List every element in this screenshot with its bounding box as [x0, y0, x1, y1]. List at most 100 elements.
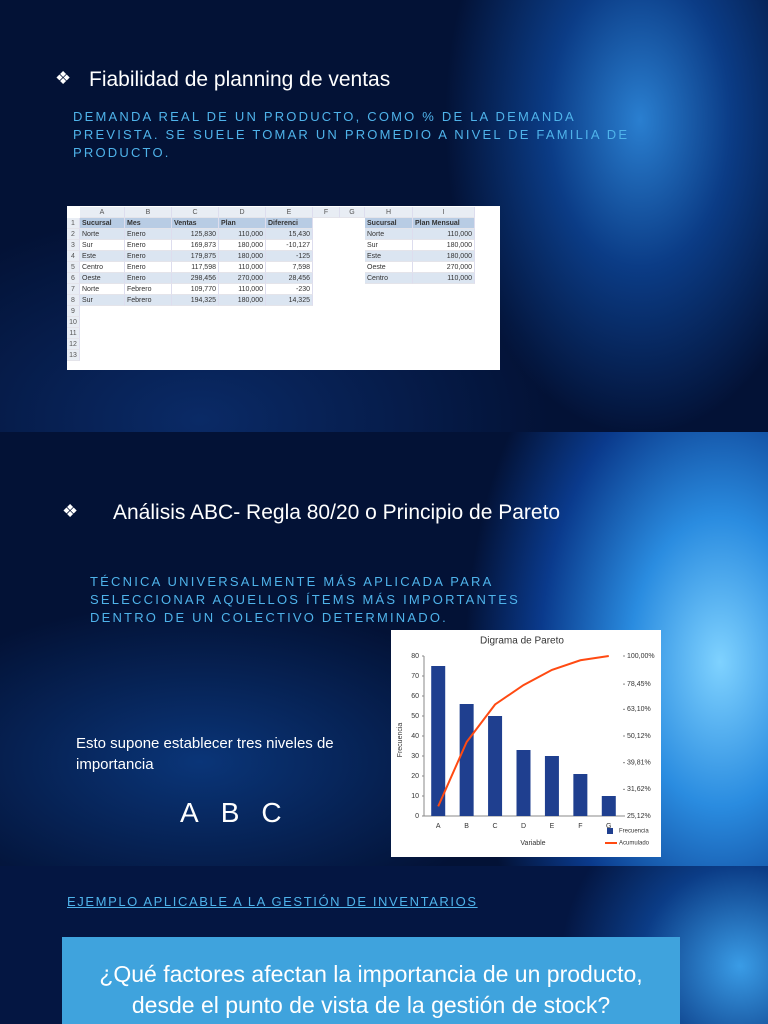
row-number: 10	[67, 317, 80, 328]
y-tick-label: 50	[411, 713, 419, 720]
cell: 15,430	[266, 229, 313, 240]
cell: Este	[80, 251, 125, 262]
cell: Plan	[219, 218, 266, 229]
x-axis-label: Variable	[520, 840, 545, 847]
level-letter: B	[220, 797, 240, 828]
cell: 7,598	[266, 262, 313, 273]
cell: Sucursal	[80, 218, 125, 229]
cell: 180,000	[413, 240, 475, 251]
cell: 110,000	[219, 284, 266, 295]
cell: Norte	[80, 229, 125, 240]
bar	[516, 750, 531, 816]
bar	[431, 666, 446, 816]
y2-tick-label: 63,10%	[627, 706, 651, 713]
bar	[601, 796, 616, 816]
cell: 14,325	[266, 295, 313, 306]
cell: Sur	[80, 295, 125, 306]
level-letter: C	[261, 797, 282, 828]
slide: ❖ Análisis ABC- Regla 80/20 o Principio …	[0, 432, 768, 866]
x-tick-label: B	[464, 823, 469, 830]
cell: 180,000	[219, 240, 266, 251]
row-number: 9	[67, 306, 80, 317]
note: Esto supone establecer tres niveles de i…	[76, 735, 334, 773]
bullet-icon: ❖	[62, 501, 79, 521]
cell: Enero	[125, 240, 172, 251]
cell: Enero	[125, 229, 172, 240]
legend-swatch	[607, 828, 613, 834]
y-tick-label: 40	[411, 733, 419, 740]
row-number: 2	[67, 229, 80, 240]
x-tick-label: E	[550, 823, 555, 830]
column-letter: B	[125, 207, 172, 218]
line	[437, 655, 609, 807]
cell: Oeste	[80, 273, 125, 284]
cell: 298,456	[172, 273, 219, 284]
cell: 125,830	[172, 229, 219, 240]
cell: Sur	[365, 240, 413, 251]
cell: Ventas	[172, 218, 219, 229]
cell: 270,000	[413, 262, 475, 273]
cell: Enero	[125, 273, 172, 284]
cell: Sur	[80, 240, 125, 251]
x-tick-label: D	[521, 823, 526, 830]
chart-title: Digrama de Pareto	[480, 636, 564, 647]
slide: ❖ Fiabilidad de planning de ventas DEMAN…	[0, 0, 768, 432]
y-tick-label: 20	[411, 773, 419, 780]
y-tick-label: 80	[411, 653, 419, 660]
y2-tick-label: 39,81%	[627, 760, 651, 767]
row-number: 4	[67, 251, 80, 262]
y2-tick-label: 25,12%	[627, 813, 651, 820]
y-tick-label: 60	[411, 693, 419, 700]
cell: 28,456	[266, 273, 313, 284]
cell: 270,000	[219, 273, 266, 284]
column-letter: E	[266, 207, 313, 218]
cell: Centro	[365, 273, 413, 284]
cell: 110,000	[413, 229, 475, 240]
y2-tick-label: 78,45%	[627, 681, 651, 688]
cell: Febrero	[125, 284, 172, 295]
cell: Enero	[125, 262, 172, 273]
column-letter: A	[80, 207, 125, 218]
row-number: 8	[67, 295, 80, 306]
bar	[544, 756, 559, 816]
cell: 180,000	[219, 251, 266, 262]
column-letter: I	[413, 207, 475, 218]
cell: Plan Mensual	[413, 218, 475, 229]
heading: Análisis ABC- Regla 80/20 o Principio de…	[113, 501, 561, 524]
y-tick-label: 10	[411, 793, 419, 800]
row-number: 12	[67, 339, 80, 350]
row-number: 6	[67, 273, 80, 284]
cell: Norte	[80, 284, 125, 295]
question-box: ¿Qué factores afectan la importancia de …	[62, 937, 680, 1024]
cell: Este	[365, 251, 413, 262]
bar	[488, 716, 503, 816]
row-number: 5	[67, 262, 80, 273]
row-number: 13	[67, 350, 80, 361]
y-tick-label: 0	[415, 813, 419, 820]
row-number: 3	[67, 240, 80, 251]
link[interactable]: EJEMPLO APLICABLE A LA GESTIÓN DE INVENT…	[67, 894, 478, 909]
cell: Oeste	[365, 262, 413, 273]
body-text: TÉCNICA UNIVERSALMENTE MÁS APLICADA PARA…	[90, 574, 520, 625]
slide: EJEMPLO APLICABLE A LA GESTIÓN DE INVENT…	[0, 866, 768, 1024]
x-tick-label: G	[606, 823, 611, 830]
x-tick-label: C	[493, 823, 498, 830]
level-letter: A	[180, 797, 199, 828]
bar	[459, 704, 474, 816]
cell: Mes	[125, 218, 172, 229]
cell: 109,770	[172, 284, 219, 295]
cell: 110,000	[219, 262, 266, 273]
pareto-chart: Digrama de Pareto Variable Frecuencia 0 1…	[391, 630, 661, 857]
body-text: DEMANDA REAL DE UN PRODUCTO, COMO % DE L…	[73, 109, 630, 160]
column-letter: H	[365, 207, 413, 218]
cell: Sucursal	[365, 218, 413, 229]
cell: Febrero	[125, 295, 172, 306]
y-tick-label: 70	[411, 673, 419, 680]
column-letter: G	[340, 207, 365, 218]
legend-label: Frecuencia	[619, 829, 649, 835]
column-letter: C	[172, 207, 219, 218]
bullet-icon: ❖	[55, 68, 72, 88]
y-tick-label: 30	[411, 753, 419, 760]
